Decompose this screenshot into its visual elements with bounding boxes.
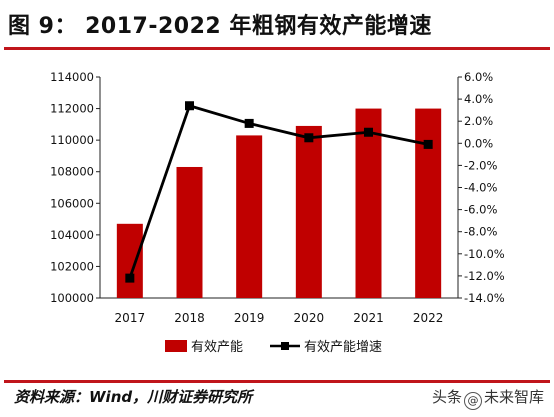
bar — [295, 125, 322, 298]
bar-series — [116, 108, 442, 298]
left-tick-label: 102000 — [50, 259, 94, 273]
right-tick-label: 6.0% — [464, 70, 493, 84]
right-tick-label: -2.0% — [464, 158, 497, 172]
watermark-logo-icon: @ — [463, 392, 482, 410]
right-tick-label: -14.0% — [464, 291, 505, 305]
x-tick-label: 2021 — [353, 311, 384, 325]
left-tick-label: 106000 — [50, 196, 94, 210]
x-tick-label: 2020 — [294, 311, 325, 325]
left-tick-label: 104000 — [50, 228, 94, 242]
chart: 100000 102000 104000 106000 108000 110000 1120… — [50, 70, 505, 355]
line-marker — [423, 139, 433, 149]
right-tick-label: 0.0% — [464, 136, 493, 150]
x-tick-label: 2019 — [234, 311, 265, 325]
x-axis: 2017 2018 2019 2020 2021 2022 — [100, 297, 458, 325]
line-marker — [125, 273, 135, 283]
watermark: 头条 @ 未来智库 — [432, 386, 544, 410]
legend-label-bar: 有效产能 — [191, 340, 243, 355]
x-tick-label: 2017 — [115, 311, 146, 325]
left-tick-label: 110000 — [50, 133, 94, 147]
left-tick-label: 108000 — [50, 165, 94, 179]
right-tick-label: 2.0% — [464, 114, 493, 128]
bar — [116, 223, 143, 298]
right-tick-label: -8.0% — [464, 225, 497, 239]
legend-swatch-bar — [165, 340, 187, 352]
line-marker — [185, 101, 194, 111]
legend-swatch-marker — [281, 342, 289, 350]
left-axis: 100000 102000 104000 106000 108000 110000 1120… — [50, 70, 101, 305]
line-marker — [304, 133, 314, 143]
right-tick-label: -4.0% — [464, 181, 497, 195]
bar — [176, 166, 203, 298]
legend: 有效产能 有效产能增速 — [165, 340, 382, 355]
figure-title: 图 9： 2017-2022 年粗钢有效产能增速 — [8, 14, 432, 39]
line-series — [125, 101, 433, 283]
watermark-name: 未来智库 — [483, 388, 544, 406]
x-tick-label: 2022 — [413, 311, 444, 325]
left-tick-label: 114000 — [50, 70, 94, 84]
growth-line — [128, 104, 429, 279]
right-tick-label: -6.0% — [464, 203, 497, 217]
legend-label-line: 有效产能增速 — [304, 340, 382, 355]
right-tick-label: 4.0% — [464, 92, 493, 106]
left-tick-label: 112000 — [50, 102, 94, 116]
watermark-prefix: 头条 — [431, 388, 462, 406]
left-tick-label: 100000 — [50, 291, 94, 305]
line-marker — [364, 127, 373, 137]
title-divider — [4, 47, 550, 50]
right-axis: -14.0% -12.0% -10.0% -8.0% -6.0% -4.0% -2.0% 0.… — [457, 70, 505, 305]
line-marker — [244, 118, 254, 128]
bar — [236, 135, 263, 298]
right-tick-label: -12.0% — [464, 269, 505, 283]
source-divider — [4, 380, 550, 383]
source-note: 资料来源：Wind，川财证券研究所 — [14, 388, 253, 406]
x-tick-label: 2018 — [174, 311, 205, 325]
bar — [415, 108, 442, 298]
bar — [355, 108, 382, 298]
right-tick-label: -10.0% — [464, 247, 505, 261]
